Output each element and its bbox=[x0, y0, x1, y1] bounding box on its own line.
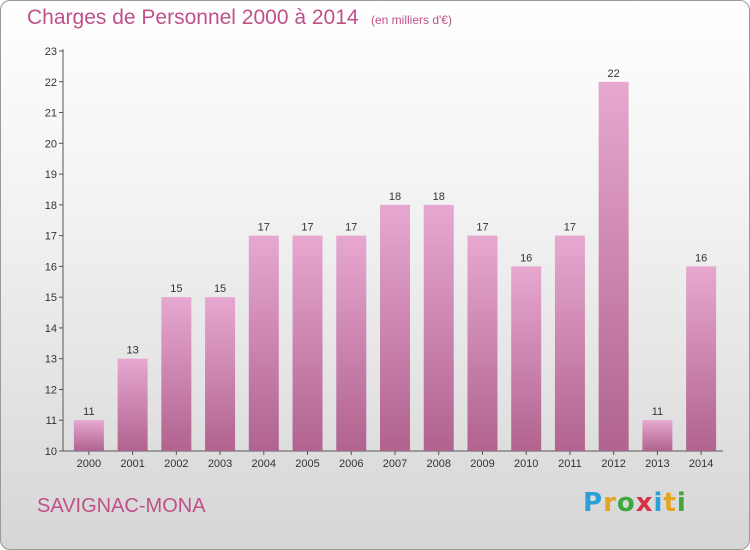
bar bbox=[686, 266, 717, 451]
x-tick-label: 2005 bbox=[295, 458, 319, 470]
x-tick-label: 2011 bbox=[558, 458, 582, 470]
x-tick-label: 2007 bbox=[383, 458, 407, 470]
bar-value-label: 17 bbox=[564, 222, 576, 234]
bar-value-label: 15 bbox=[214, 283, 226, 295]
bar bbox=[380, 204, 410, 451]
bar-value-label: 22 bbox=[608, 68, 620, 80]
bar bbox=[292, 235, 323, 451]
commune-name: SAVIGNAC-MONA bbox=[37, 495, 206, 517]
x-tick-label: 2000 bbox=[77, 458, 101, 470]
y-tick-label: 11 bbox=[46, 415, 57, 427]
bar-value-label: 17 bbox=[345, 222, 357, 234]
y-tick-label: 18 bbox=[45, 200, 57, 212]
bar-value-label: 18 bbox=[389, 191, 401, 203]
bar-value-label: 17 bbox=[258, 222, 270, 234]
logo-letter: t bbox=[663, 488, 677, 518]
bar bbox=[642, 420, 673, 451]
x-tick-label: 2004 bbox=[252, 458, 276, 470]
y-tick-label: 16 bbox=[45, 261, 57, 273]
bar-value-label: 11 bbox=[83, 406, 94, 418]
proxiti-logo[interactable]: Proxiti bbox=[583, 488, 687, 518]
logo-letter: P bbox=[583, 488, 604, 518]
bar-value-label: 18 bbox=[433, 191, 445, 203]
logo-letter: r bbox=[603, 488, 617, 518]
logo-letter: o bbox=[616, 488, 636, 518]
y-tick-label: 22 bbox=[45, 77, 57, 89]
chart-subtitle: (en milliers d'€) bbox=[371, 13, 452, 27]
x-tick-label: 2001 bbox=[120, 458, 144, 470]
logo-letter: i bbox=[676, 488, 687, 518]
y-tick-label: 20 bbox=[45, 138, 57, 150]
bar bbox=[554, 235, 585, 451]
logo-letter: x bbox=[635, 488, 654, 518]
bar-value-label: 16 bbox=[520, 252, 532, 264]
x-tick-label: 2014 bbox=[689, 458, 713, 470]
y-tick-label: 12 bbox=[45, 384, 57, 396]
y-tick-label: 17 bbox=[45, 231, 57, 243]
y-tick-label: 23 bbox=[45, 46, 57, 58]
bar bbox=[161, 297, 192, 451]
x-tick-label: 2009 bbox=[470, 458, 494, 470]
bar-value-label: 17 bbox=[476, 222, 488, 234]
bar bbox=[336, 235, 367, 451]
x-tick-label: 2012 bbox=[601, 458, 625, 470]
y-tick-label: 15 bbox=[45, 292, 57, 304]
y-tick-label: 13 bbox=[45, 354, 57, 366]
bar bbox=[205, 297, 236, 451]
bar-value-label: 11 bbox=[652, 406, 663, 418]
y-tick-label: 14 bbox=[45, 323, 57, 335]
bars bbox=[73, 81, 717, 452]
x-tick-label: 2010 bbox=[514, 458, 538, 470]
bar bbox=[467, 235, 498, 451]
x-tick-label: 2002 bbox=[164, 458, 188, 470]
x-tick-label: 2008 bbox=[426, 458, 450, 470]
y-tick-label: 10 bbox=[45, 446, 57, 458]
logo-letter: i bbox=[653, 488, 664, 518]
bar bbox=[117, 358, 148, 451]
bar-value-label: 15 bbox=[170, 283, 182, 295]
bar bbox=[598, 81, 629, 452]
x-tick-label: 2003 bbox=[208, 458, 232, 470]
y-tick-label: 21 bbox=[45, 108, 57, 120]
bar-value-label: 16 bbox=[695, 252, 707, 264]
bar bbox=[248, 235, 279, 451]
y-tick-label: 19 bbox=[45, 169, 57, 181]
data-labels: 11 13 15 15 17 17 17 18 18 17 16 17 22 11 16 bbox=[83, 68, 707, 418]
x-tick-label: 2006 bbox=[339, 458, 363, 470]
x-tick-label: 2013 bbox=[645, 458, 669, 470]
bar-value-label: 17 bbox=[301, 222, 313, 234]
bar bbox=[511, 266, 542, 451]
bar bbox=[73, 420, 104, 451]
chart-title: Charges de Personnel 2000 à 2014 bbox=[27, 6, 359, 29]
bar bbox=[423, 204, 454, 451]
bar-value-label: 13 bbox=[126, 345, 138, 357]
